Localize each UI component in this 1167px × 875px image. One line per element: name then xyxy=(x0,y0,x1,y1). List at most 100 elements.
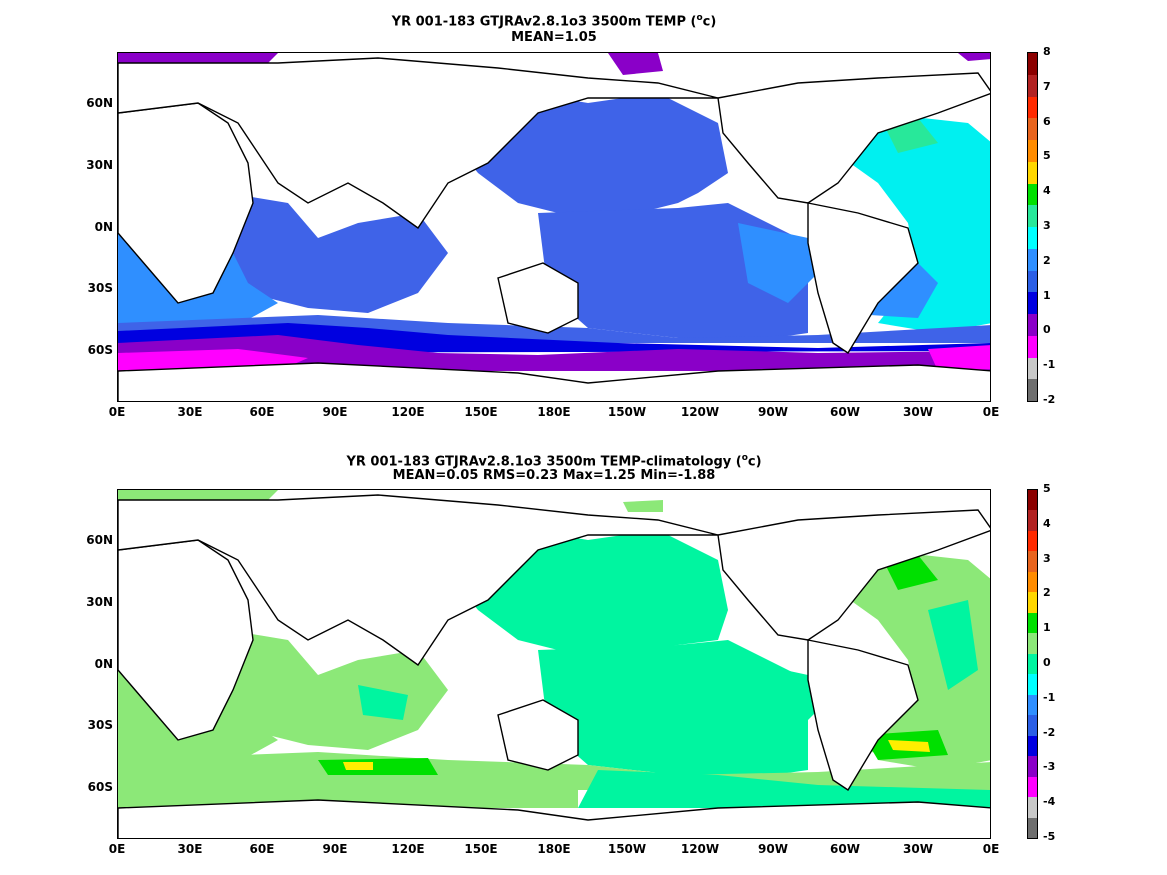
colorbar-swatch xyxy=(1028,357,1037,380)
title-text: YR 001-183 GTJRAv2.8.1o3 3500m TEMP-clim… xyxy=(346,454,742,470)
lon-label: 0E xyxy=(982,405,1000,419)
colorbar-swatch xyxy=(1028,335,1037,358)
colorbar-tick-label: 0 xyxy=(1043,656,1051,669)
lon-label: 180E xyxy=(537,842,571,856)
lon-label: 30W xyxy=(903,405,933,419)
colorbar-tick-label: 2 xyxy=(1043,253,1051,267)
lat-label: 60N xyxy=(86,533,113,547)
lon-label: 60W xyxy=(830,405,860,419)
title-unit: c) xyxy=(747,454,762,470)
colorbar-swatch xyxy=(1028,270,1037,293)
map-graphic xyxy=(118,53,990,401)
lon-label: 120E xyxy=(391,405,425,419)
colorbar-swatch xyxy=(1028,183,1037,206)
colorbar-swatch xyxy=(1028,817,1037,838)
lon-label: 150W xyxy=(607,842,647,856)
lon-label: 30E xyxy=(177,842,203,856)
map-area xyxy=(117,52,991,402)
lon-label: 0E xyxy=(108,842,126,856)
panel-title: YR 001-183 GTJRAv2.8.1o3 3500m TEMP-clim… xyxy=(117,450,991,470)
panel-bottom: YR 001-183 GTJRAv2.8.1o3 3500m TEMP-clim… xyxy=(0,437,1167,874)
colorbar-tick-label: -3 xyxy=(1043,760,1056,774)
colorbar-tick-label: -2 xyxy=(1043,725,1056,739)
lon-label: 30W xyxy=(903,842,933,856)
lon-label: 0E xyxy=(982,842,1000,856)
colorbar-swatch xyxy=(1028,161,1037,184)
colorbar-swatch xyxy=(1028,633,1037,654)
colorbar-tick-label: 3 xyxy=(1043,551,1051,565)
lon-label: 90W xyxy=(758,405,788,419)
lon-label: 120E xyxy=(391,842,425,856)
colorbar-tick-label: 1 xyxy=(1043,621,1051,635)
lon-label: 0E xyxy=(108,405,126,419)
lon-label: 150E xyxy=(464,842,498,856)
lon-label: 180E xyxy=(537,405,571,419)
lon-label: 150W xyxy=(607,405,647,419)
colorbar-swatch xyxy=(1028,653,1037,675)
colorbar-swatch xyxy=(1028,674,1037,695)
colorbar-tick-label: 6 xyxy=(1043,114,1051,128)
lat-label: 0N xyxy=(94,220,113,234)
colorbar-swatch xyxy=(1028,248,1037,271)
colorbar-swatch xyxy=(1028,379,1037,401)
colorbar-swatch xyxy=(1028,797,1037,818)
lat-label: 30N xyxy=(86,158,113,172)
colorbar-tick-label: -1 xyxy=(1043,690,1056,704)
colorbar-swatch xyxy=(1028,96,1037,119)
colorbar-tick-label: -4 xyxy=(1043,795,1056,809)
lat-label: 30N xyxy=(86,595,113,609)
colorbar-swatch xyxy=(1028,776,1037,798)
title-superscript: o xyxy=(741,453,748,463)
title-unit: c) xyxy=(702,14,717,30)
continents xyxy=(118,57,990,401)
colorbar-tick-label: 5 xyxy=(1043,149,1051,163)
colorbar-tick-label: 8 xyxy=(1043,45,1051,58)
panel-subtitle: MEAN=1.05 xyxy=(511,30,597,45)
lon-label: 60W xyxy=(830,842,860,856)
lon-label: 60E xyxy=(249,842,275,856)
colorbar-swatch xyxy=(1028,530,1037,552)
panel-subtitle: MEAN=0.05 RMS=0.23 Max=1.25 Min=-1.88 xyxy=(392,468,716,483)
map-graphic xyxy=(118,490,990,838)
lon-label: 120W xyxy=(680,842,720,856)
lat-label: 60S xyxy=(87,343,113,357)
colorbar-tick-label: 0 xyxy=(1043,323,1051,337)
colorbar-swatch xyxy=(1028,715,1037,736)
colorbar-tick-label: -1 xyxy=(1043,358,1056,372)
colorbar-swatch xyxy=(1028,314,1037,336)
lat-label: 60S xyxy=(87,780,113,794)
colorbar-swatch xyxy=(1028,612,1037,634)
map-area xyxy=(117,489,991,839)
colorbar-tick-label: 4 xyxy=(1043,184,1051,198)
lat-label: 30S xyxy=(87,281,113,295)
title-text: YR 001-183 GTJRAv2.8.1o3 3500m TEMP ( xyxy=(391,14,697,30)
colorbar-swatch xyxy=(1028,510,1037,531)
colorbar-swatch xyxy=(1028,74,1037,97)
colorbar-tick-label: 4 xyxy=(1043,516,1051,530)
colorbar-swatch xyxy=(1028,490,1037,511)
lon-label: 30E xyxy=(177,405,203,419)
lon-label: 150E xyxy=(464,405,498,419)
colorbar-swatch xyxy=(1028,592,1037,613)
colorbar-swatch xyxy=(1028,53,1037,75)
colorbar-swatch xyxy=(1028,756,1037,777)
title-superscript: o xyxy=(696,13,703,23)
lon-label: 120W xyxy=(680,405,720,419)
colorbar-tick-label: -5 xyxy=(1043,830,1056,843)
colorbar-tick-label: -2 xyxy=(1043,393,1056,406)
continents xyxy=(118,494,990,838)
colorbar-swatch xyxy=(1028,118,1037,140)
colorbar xyxy=(1027,52,1038,402)
colorbar xyxy=(1027,489,1038,839)
panel-top: YR 001-183 GTJRAv2.8.1o3 3500m TEMP (oc)… xyxy=(0,0,1167,437)
colorbar-tick-label: 5 xyxy=(1043,482,1051,495)
lon-label: 90W xyxy=(758,842,788,856)
lat-label: 30S xyxy=(87,718,113,732)
colorbar-tick-label: 2 xyxy=(1043,586,1051,600)
colorbar-swatch xyxy=(1028,551,1037,572)
panel-title: YR 001-183 GTJRAv2.8.1o3 3500m TEMP (oc) xyxy=(117,10,991,30)
colorbar-swatch xyxy=(1028,227,1037,249)
colorbar-swatch xyxy=(1028,694,1037,716)
colorbar-swatch xyxy=(1028,735,1037,757)
lat-label: 0N xyxy=(94,657,113,671)
